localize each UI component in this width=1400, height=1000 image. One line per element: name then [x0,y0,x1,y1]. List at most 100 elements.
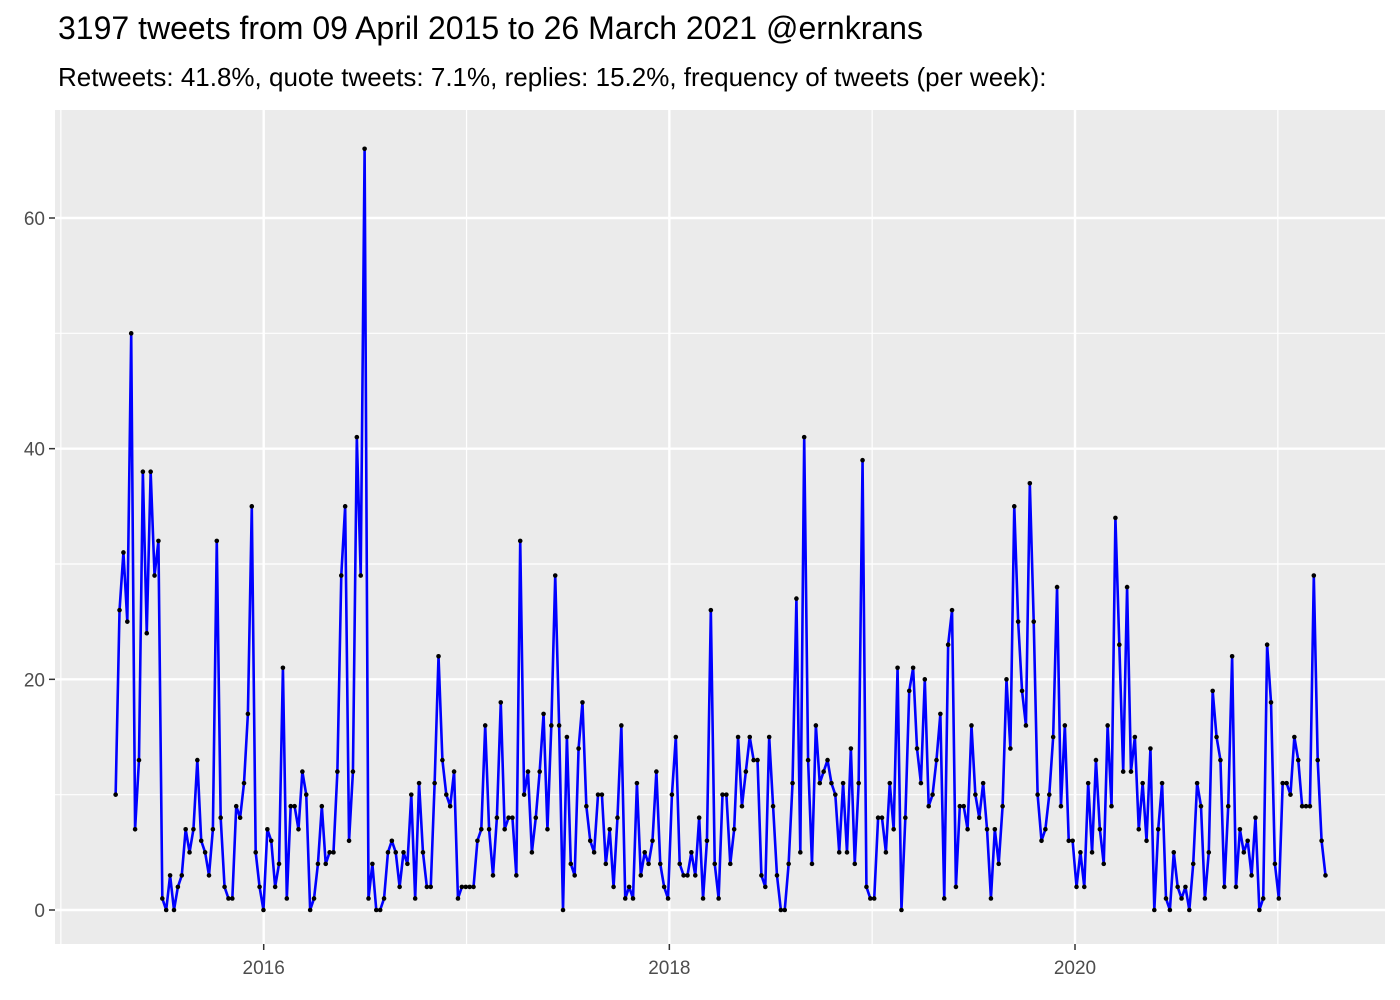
data-point [918,780,924,786]
data-point [984,826,990,832]
data-point [187,850,192,855]
data-point [770,803,776,809]
data-point [233,803,239,809]
data-point [572,873,577,878]
data-point [222,884,227,890]
data-point [1050,734,1056,740]
data-point [790,780,795,786]
data-point [424,884,430,890]
data-point [432,780,437,786]
data-point [541,711,546,717]
data-point [1008,746,1013,751]
data-point [708,607,714,613]
data-point [1163,896,1169,901]
data-point [1303,803,1309,809]
data-point [1043,826,1048,832]
data-point [1046,792,1052,797]
data-point [1229,653,1235,659]
data-point [747,734,753,740]
data-point [459,884,465,890]
data-point [1311,573,1317,578]
data-point [1101,861,1107,867]
data-point [1245,838,1250,844]
data-point [903,815,908,821]
major-gridlines [55,110,1385,944]
data-point [128,331,134,336]
data-point [685,873,690,878]
data-point [1187,907,1192,913]
data-point [1062,723,1068,728]
data-point [370,861,375,867]
data-point [113,792,118,797]
data-point [253,850,258,855]
data-point [1027,480,1033,486]
data-point [1039,838,1044,844]
data-point [743,769,749,774]
data-point [323,861,329,867]
data-point [692,873,698,878]
data-point [689,850,694,855]
data-point [712,861,718,867]
data-point [926,803,931,809]
data-point [358,573,364,578]
data-point [665,896,671,901]
data-point [591,850,597,855]
data-point [381,896,387,901]
data-point [498,700,504,705]
data-point [420,850,426,855]
data-point [661,884,667,890]
data-point [976,815,982,821]
data-point [1105,723,1110,728]
data-point [774,873,780,878]
data-point [607,826,612,832]
data-point [1089,850,1095,855]
data-point [451,769,457,774]
data-point [949,607,955,613]
data-point [346,838,352,844]
data-point [809,861,815,867]
data-point [428,884,434,890]
data-point [338,573,344,578]
data-point [163,907,169,913]
data-point [249,504,255,509]
y-tick-label: 20 [24,670,45,691]
data-point [626,884,632,890]
data-point [198,838,204,844]
data-point [731,826,737,832]
series-weekly-tweets [113,146,1328,913]
data-point [167,873,173,878]
data-point [152,573,157,578]
data-point [560,907,566,913]
data-point [537,769,542,774]
data-point [759,873,764,878]
data-point [875,815,881,821]
data-point [385,850,391,855]
data-point [860,457,865,463]
data-point [1272,861,1278,867]
data-point [906,688,912,694]
data-point [268,838,274,844]
data-point [580,700,585,705]
data-point [813,723,819,728]
data-point [171,907,177,913]
data-point [237,815,243,821]
data-point [1081,884,1087,890]
data-point [401,850,406,855]
data-point [650,838,655,844]
data-point [1210,688,1215,694]
data-point [156,538,161,544]
data-point [136,757,142,763]
data-point [564,734,570,740]
data-point [1241,850,1247,855]
data-point [125,619,130,624]
data-point [1035,792,1040,797]
data-point [599,792,605,797]
data-point [864,884,869,890]
data-point [377,907,383,913]
y-tick-label: 0 [34,901,45,922]
data-point [1152,907,1157,913]
y-tick-label: 40 [24,440,45,461]
data-point [1288,792,1293,797]
data-point [751,757,756,763]
data-point [638,873,644,878]
